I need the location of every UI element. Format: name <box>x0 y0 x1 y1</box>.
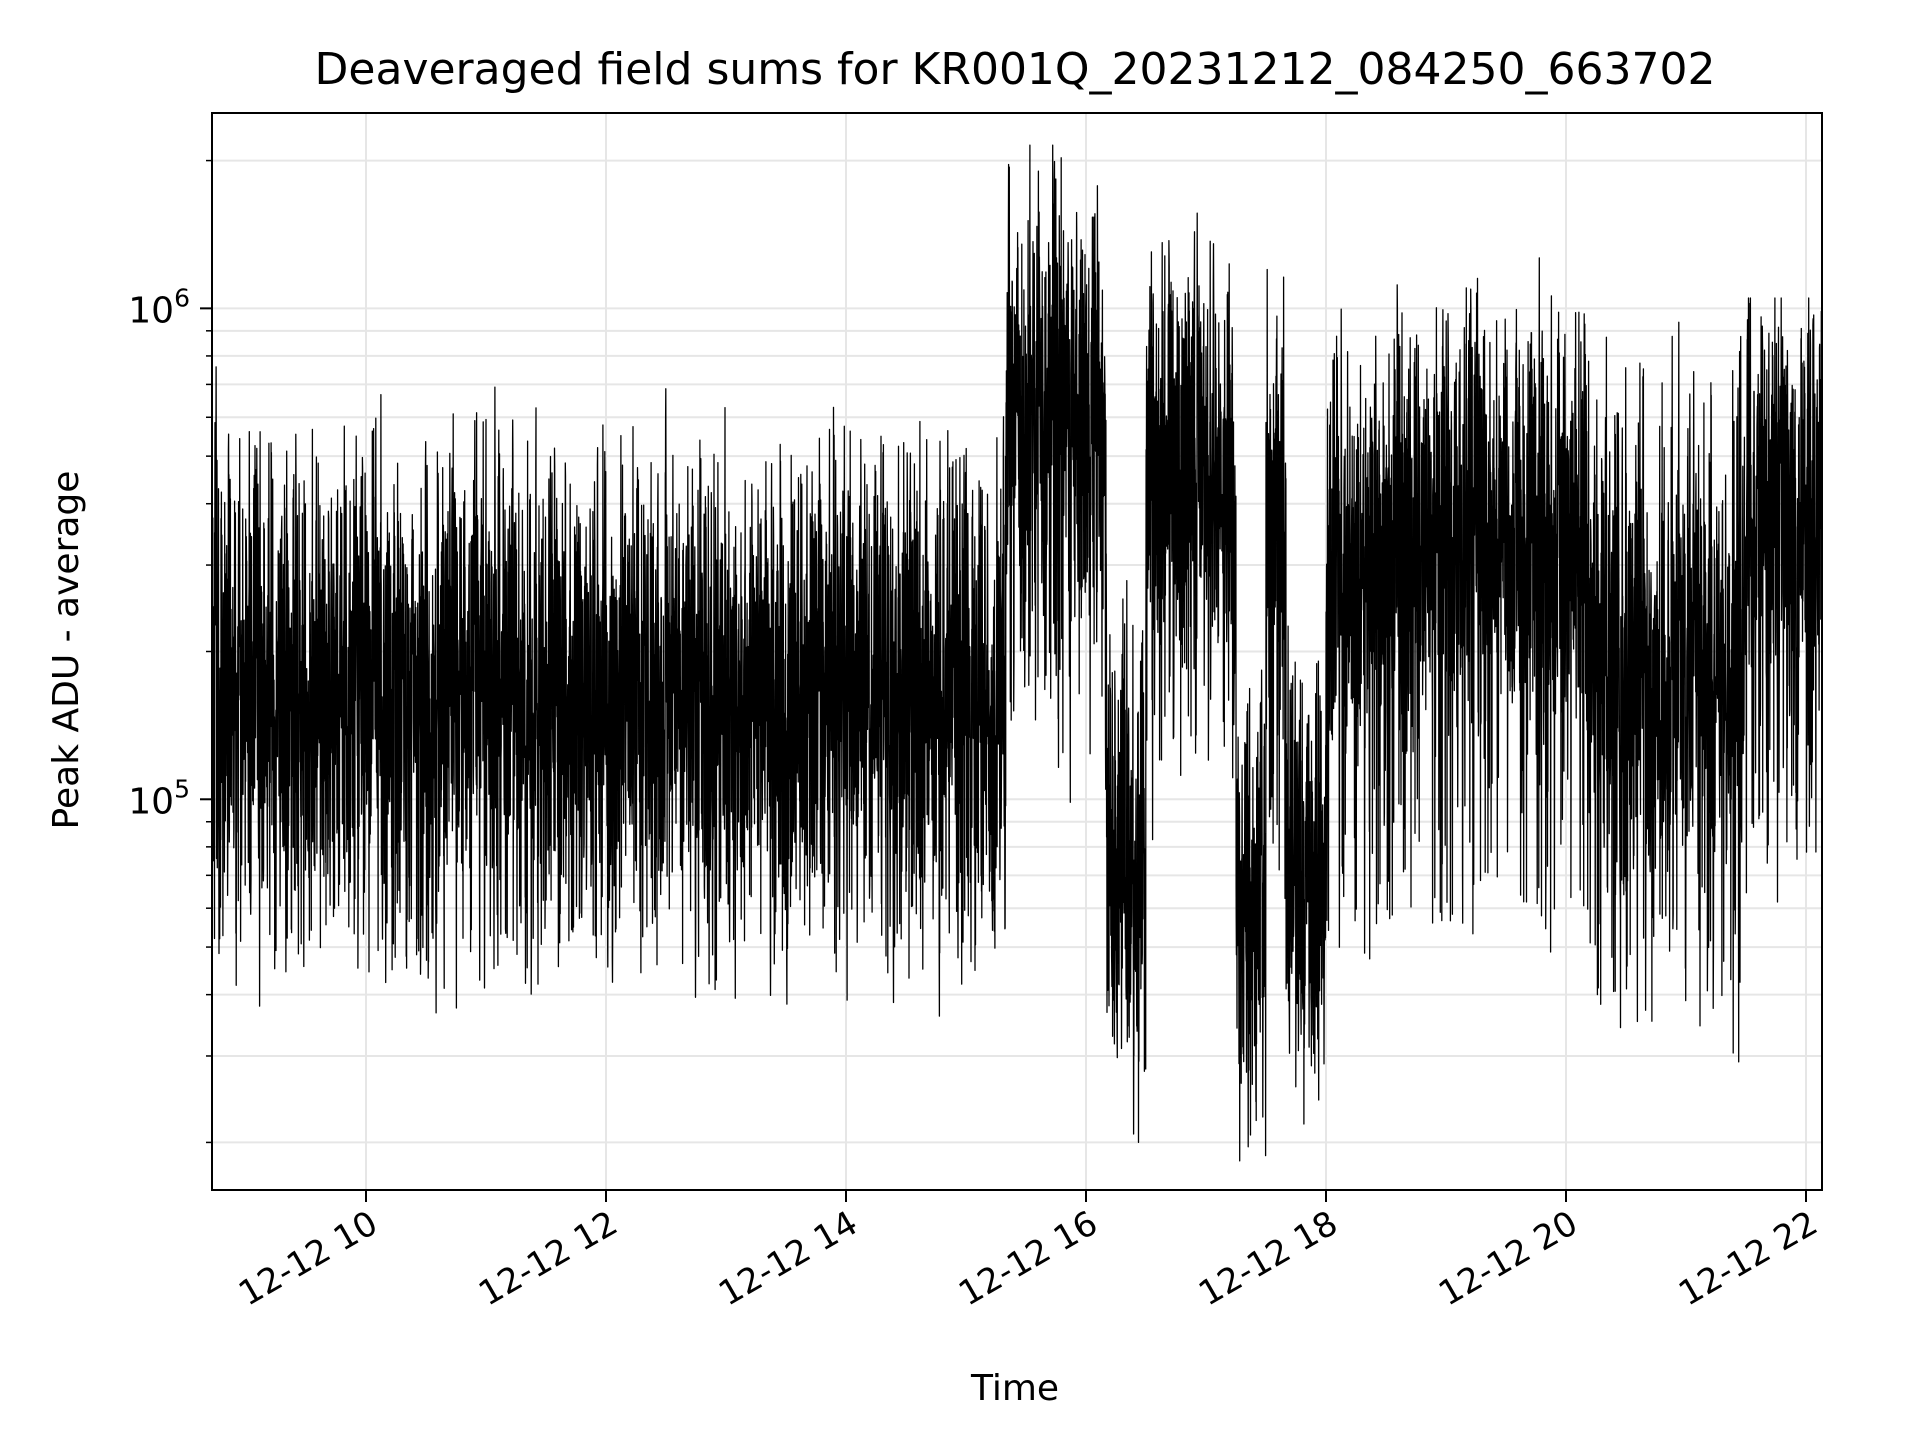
chart-title: Deaveraged field sums for KR001Q_2023121… <box>315 44 1716 95</box>
y-tick-label: 106 <box>128 283 190 331</box>
series-layer <box>211 144 1823 1162</box>
y-axis-label: Peak ADU - average <box>46 471 87 830</box>
series-line <box>211 144 1823 1162</box>
x-axis-label: Time <box>970 1368 1059 1409</box>
y-tick-label: 105 <box>128 774 190 822</box>
